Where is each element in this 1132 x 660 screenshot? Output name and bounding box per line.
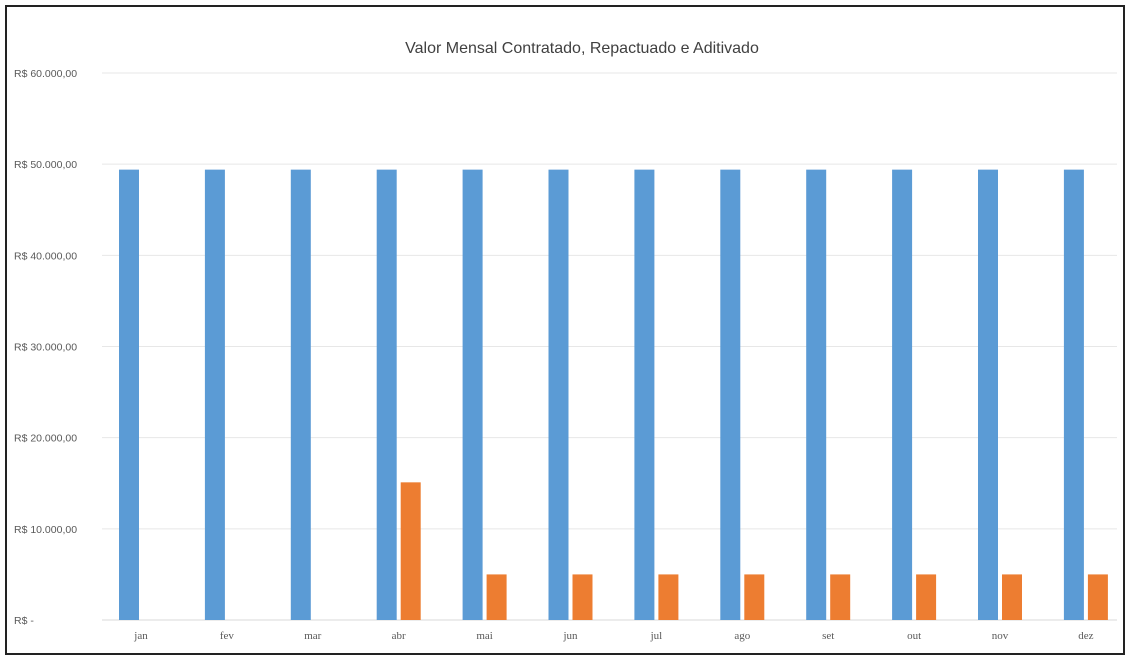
- bar-set-series-2: [830, 574, 851, 620]
- x-tick-label: set: [822, 630, 834, 642]
- y-tick-label: R$ 30.000,00: [14, 342, 77, 354]
- bar-nov-series-2: [1002, 574, 1022, 620]
- y-tick-label: R$ 50.000,00: [14, 159, 77, 171]
- x-tick-label: out: [907, 630, 921, 642]
- bar-mar-series-1: [290, 169, 311, 621]
- bar-mai-series-1: [462, 169, 483, 621]
- x-tick-label: ago: [734, 630, 750, 642]
- bar-dez-series-1: [1063, 169, 1084, 621]
- x-tick-label: jul: [650, 630, 663, 642]
- x-tick-label: jun: [562, 630, 578, 642]
- bar-nov-series-1: [978, 169, 998, 621]
- bar-abr-series-1: [376, 169, 397, 621]
- x-tick-label: nov: [992, 630, 1009, 642]
- bar-abr-series-2: [400, 482, 421, 620]
- y-axis-tick-labels: R$ - R$ 10.000,00 R$ 20.000,00 R$ 30.000,00…: [14, 68, 77, 627]
- chart-container: Valor Mensal Contratado, Repactuado e Ad…: [5, 5, 1125, 655]
- y-tick-label: R$ 60.000,00: [14, 68, 77, 80]
- bar-jun-series-2: [572, 574, 593, 620]
- chart-title: Valor Mensal Contratado, Repactuado e Ad…: [405, 40, 759, 57]
- bar-jun-series-1: [548, 169, 569, 621]
- y-tick-label: R$ 40.000,00: [14, 250, 77, 262]
- y-tick-label: R$ 20.000,00: [14, 433, 77, 445]
- x-tick-label: mar: [304, 630, 321, 642]
- bar-dez-series-2: [1087, 574, 1108, 620]
- bar-jul-series-1: [634, 169, 655, 621]
- x-tick-label: jan: [133, 630, 148, 642]
- gridlines: [102, 72, 1117, 621]
- x-tick-label: dez: [1078, 630, 1093, 642]
- bar-out-series-1: [892, 169, 913, 621]
- bar-ago-series-2: [744, 574, 765, 620]
- x-tick-label: fev: [220, 630, 235, 642]
- x-tick-label: mai: [476, 630, 493, 642]
- x-axis-tick-labels: jan fev mar abr mai jun jul ago set out nov dez: [133, 630, 1093, 642]
- bar-fev-series-1: [204, 169, 225, 621]
- bar-ago-series-1: [720, 169, 741, 621]
- bar-jan-series-1: [119, 169, 139, 621]
- bar-mai-series-2: [486, 574, 507, 620]
- y-tick-label: R$ 10.000,00: [14, 524, 77, 536]
- x-tick-label: abr: [392, 630, 406, 642]
- bar-out-series-2: [916, 574, 937, 620]
- bar-set-series-1: [806, 169, 827, 621]
- y-tick-label: R$ -: [14, 615, 34, 627]
- bar-chart: Valor Mensal Contratado, Repactuado e Ad…: [14, 40, 1117, 642]
- bar-jul-series-2: [658, 574, 679, 620]
- bars: [119, 169, 1108, 621]
